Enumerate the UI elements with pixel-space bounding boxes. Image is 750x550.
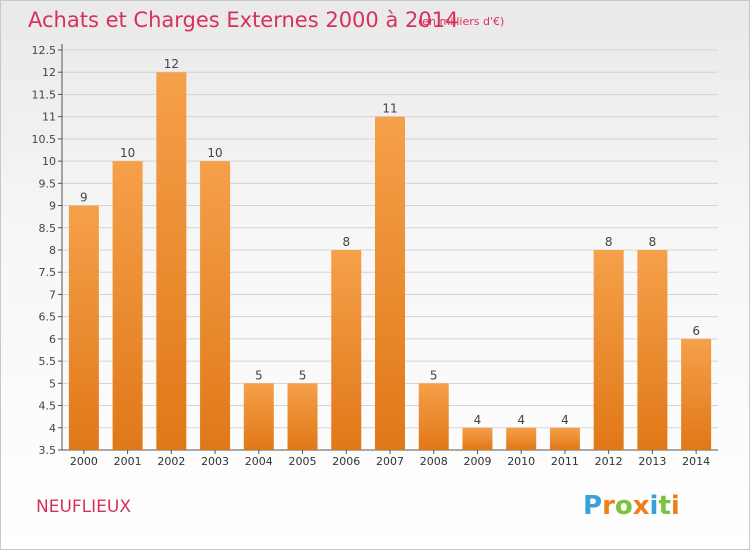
y-tick-label: 12.5 [32,44,57,57]
bar [68,205,99,450]
data-label: 5 [255,368,263,382]
x-tick-label: 2013 [638,455,666,468]
logo-letter: P [583,491,603,521]
bar [637,250,668,450]
data-label: 9 [80,191,88,205]
bar [593,250,624,450]
data-label: 4 [474,413,482,427]
logo-letter: r [602,491,615,521]
data-label: 4 [517,413,525,427]
x-tick-label: 2007 [376,455,404,468]
y-tick-label: 6.5 [39,311,57,324]
y-tick-label: 8.5 [39,222,57,235]
y-tick-label: 9 [49,200,56,213]
data-label: 8 [649,235,657,249]
bar [418,383,449,450]
y-tick-label: 5.5 [39,355,57,368]
logo-letter: o [614,491,633,521]
bar [681,338,712,450]
logo-letter: i [670,491,680,521]
commune-name: NEUFLIEUX [36,497,131,517]
bars [68,72,712,451]
bar [331,250,362,450]
x-tick-label: 2011 [551,455,579,468]
data-label: 10 [120,146,135,160]
bar [156,72,187,450]
bar [549,427,580,450]
bar [287,383,318,450]
x-tick-label: 2002 [157,455,185,468]
bar [506,427,537,450]
y-tick-label: 10.5 [32,133,57,146]
x-tick-label: 2008 [420,455,448,468]
data-label: 5 [299,368,307,382]
y-tick-label: 4 [49,422,56,435]
y-tick-label: 4.5 [39,400,57,413]
bar [375,116,405,451]
bar [112,161,143,450]
proxiti-logo[interactable]: Proxiti [583,491,680,521]
x-tick-label: 2006 [332,455,360,468]
x-tick-label: 2014 [682,455,710,468]
bar [200,161,231,450]
x-tick-label: 2005 [289,455,317,468]
data-label: 8 [342,235,350,249]
chart-title: Achats et Charges Externes 2000 à 2014 [28,8,459,32]
logo-letter: i [649,491,659,521]
data-label: 5 [430,368,438,382]
x-tick-labels: 2000 2001 2002 2003 2004 2005 2006 2007 2008 2009… [70,455,710,468]
y-tick-label: 9.5 [39,177,57,190]
logo-letter: t [658,491,671,521]
data-label: 10 [207,146,222,160]
y-tick-label: 3.5 [39,444,57,457]
chart-subtitle: (en milliers d'€) [418,15,505,28]
data-label: 11 [382,102,397,116]
y-tick-label: 11 [42,111,56,124]
x-tick-label: 2009 [463,455,491,468]
x-tick-label: 2010 [507,455,535,468]
x-tick-label: 2004 [245,455,273,468]
x-tick-label: 2003 [201,455,229,468]
y-tick-label: 8 [49,244,56,257]
data-label: 8 [605,235,613,249]
x-tick-label: 2012 [595,455,623,468]
y-tick-label: 5 [49,377,56,390]
logo-letter: x [632,491,650,521]
y-tick-label: 11.5 [32,88,57,101]
data-labels: 9 10 12 10 5 5 8 11 5 4 4 4 8 8 6 [80,57,700,427]
x-tick-label: 2001 [114,455,142,468]
x-tick-label: 2000 [70,455,98,468]
y-tick-label: 7.5 [39,266,57,279]
data-label: 4 [561,413,569,427]
data-label: 12 [164,57,179,71]
y-tick-label: 7 [49,288,56,301]
y-tick-label: 6 [49,333,56,346]
y-tick-labels: 3.5 4 4.5 5 5.5 6 6.5 7 7.5 8 8.5 9 9.5 10 10.5 11 11.5 1… [32,44,57,457]
bar [462,427,493,450]
y-tick-label: 10 [42,155,56,168]
data-label: 6 [692,324,700,338]
bar [243,383,274,450]
y-tick-label: 12 [42,66,56,79]
